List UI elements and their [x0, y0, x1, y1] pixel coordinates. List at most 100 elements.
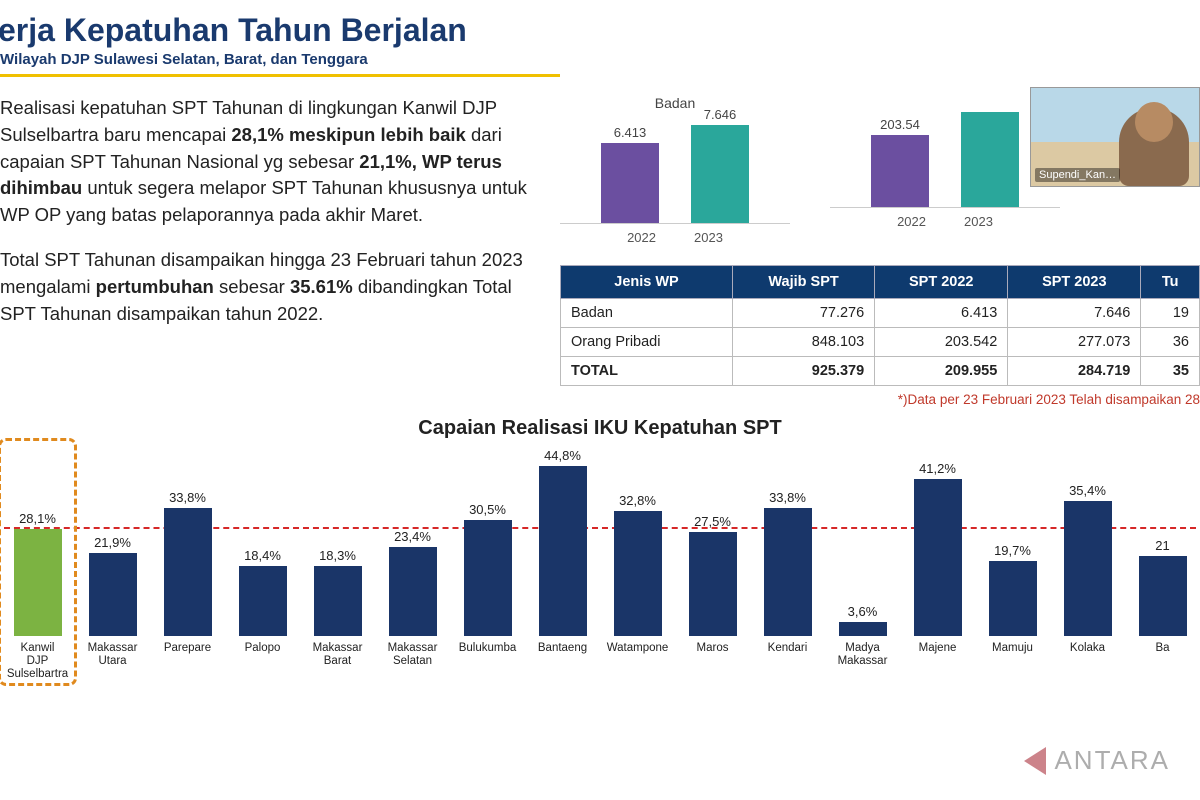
x-axis-label: Ba [1129, 642, 1196, 682]
bar-rect [689, 532, 737, 637]
x-axis-label: Kendari [754, 642, 821, 682]
bar-column: 32,8% [604, 493, 671, 636]
bar-value-label: 33,8% [169, 490, 206, 505]
bar-column: 21 [1129, 538, 1196, 636]
table-cell: 6.413 [875, 299, 1008, 328]
bar-rect [14, 529, 62, 636]
bar-rect [464, 520, 512, 636]
bar-rect [989, 561, 1037, 636]
bar-column: 35,4% [1054, 483, 1121, 636]
x-axis-label: Bantaeng [529, 642, 596, 682]
spt-table: Jenis WPWajib SPTSPT 2022SPT 2023Tu Bada… [560, 265, 1200, 386]
p2-mid: sebesar [214, 276, 290, 297]
table-header-cell: SPT 2022 [875, 266, 1008, 299]
slide-subtitle: Wilayah DJP Sulawesi Selatan, Barat, dan… [0, 51, 1200, 68]
table-cell: 36 [1141, 328, 1200, 357]
bar-rect [89, 553, 137, 636]
mini-x-label: 2022 [627, 230, 656, 245]
bar-column: 23,4% [379, 529, 446, 636]
x-axis-label: KanwilDJP Sulselbartra [4, 642, 71, 682]
mini-chart-op: 203.54 2022 2023 [830, 95, 1060, 245]
bar-column: 28,1% [4, 511, 71, 636]
x-axis-label: MadyaMakassar [829, 642, 896, 682]
x-axis-label: MakassarUtara [79, 642, 146, 682]
mini-bar-value: 203.54 [880, 117, 920, 132]
body-row: Realisasi kepatuhan SPT Tahunan di lingk… [0, 95, 1200, 407]
x-axis-label: MakassarSelatan [379, 642, 446, 682]
bar-rect [164, 508, 212, 636]
bar-column: 44,8% [529, 448, 596, 636]
table-cell: Orang Pribadi [561, 328, 733, 357]
x-axis-label: Bulukumba [454, 642, 521, 682]
table-cell: 7.646 [1008, 299, 1141, 328]
mini-bar-value: 6.413 [614, 125, 647, 140]
p1-bold1: 28,1% meskipun lebih baik [231, 124, 465, 145]
table-cell: 277.073 [1008, 328, 1141, 357]
mini-x-left: 20222023 [560, 223, 790, 245]
bar-value-label: 21,9% [94, 535, 131, 550]
bar-value-label: 18,4% [244, 548, 281, 563]
bar-value-label: 19,7% [994, 543, 1031, 558]
bar-value-label: 27,5% [694, 514, 731, 529]
mini-bars-right: 203.54 [830, 97, 1060, 207]
mini-bar-rect [871, 135, 929, 207]
bar-rect [1064, 501, 1112, 636]
bar-column: 27,5% [679, 514, 746, 637]
bar-value-label: 32,8% [619, 493, 656, 508]
table-header-cell: Jenis WP [561, 266, 733, 299]
mini-bar: 6.413 [595, 125, 665, 223]
x-axis-label: Kolaka [1054, 642, 1121, 682]
table-header-cell: Wajib SPT [732, 266, 874, 299]
bar-value-label: 28,1% [19, 511, 56, 526]
mini-x-label: 2023 [964, 214, 993, 229]
bar-rect [839, 622, 887, 636]
bar-value-label: 35,4% [1069, 483, 1106, 498]
table-row: Badan77.2766.4137.64619 [561, 299, 1200, 328]
bar-rect [239, 566, 287, 636]
bar-column: 18,3% [304, 548, 371, 636]
x-axis-label: Watampone [604, 642, 671, 682]
mini-bar: 7.646 [685, 107, 755, 223]
table-cell: 284.719 [1008, 357, 1141, 386]
bar-value-label: 44,8% [544, 448, 581, 463]
table-cell: 19 [1141, 299, 1200, 328]
paragraph-1: Realisasi kepatuhan SPT Tahunan di lingk… [0, 95, 540, 229]
bar-value-label: 21 [1155, 538, 1169, 553]
p2-bold2: 35.61% [290, 276, 353, 297]
bar-column: 18,4% [229, 548, 296, 636]
x-axis-label: Palopo [229, 642, 296, 682]
mini-bar: 203.54 [865, 117, 935, 207]
watermark-text: ANTARA [1054, 745, 1170, 776]
mini-charts-row: Badan 6.4137.646 20222023 203.54 2022202… [560, 95, 1200, 245]
bar-value-label: 18,3% [319, 548, 356, 563]
mini-bar-rect [691, 125, 749, 223]
mini-x-label: 2022 [897, 214, 926, 229]
x-axis-labels: KanwilDJP SulselbartraMakassarUtaraParep… [4, 642, 1196, 682]
bar-rect [389, 547, 437, 636]
person-head [1135, 102, 1173, 142]
table-cell: 848.103 [732, 328, 874, 357]
bar-column: 33,8% [754, 490, 821, 636]
bars-area: 28,1% 21,9% 33,8% 18,4% 18,3% 23,4% 30,5% 44,8%… [4, 446, 1196, 636]
table-cell: 77.276 [732, 299, 874, 328]
mini-x-right: 2022 2023 [830, 207, 1060, 229]
bar-value-label: 23,4% [394, 529, 431, 544]
bar-column: 3,6% [829, 604, 896, 636]
watermark-arrow-icon [1024, 747, 1046, 775]
video-participant-thumbnail[interactable]: Supendi_Kan… [1030, 87, 1200, 187]
slide-header: erja Kepatuhan Tahun Berjalan Wilayah DJ… [0, 0, 1200, 81]
table-total-row: TOTAL925.379209.955284.71935 [561, 357, 1200, 386]
paragraph-2: Total SPT Tahunan disampaikan hingga 23 … [0, 247, 540, 327]
participant-name: Supendi_Kan… [1035, 168, 1120, 182]
x-axis-label: Parepare [154, 642, 221, 682]
x-axis-label: MakassarBarat [304, 642, 371, 682]
table-cell: Badan [561, 299, 733, 328]
mini-chart-badan: Badan 6.4137.646 20222023 [560, 95, 790, 245]
bar-column: 33,8% [154, 490, 221, 636]
bar-rect [764, 508, 812, 636]
p2-bold1: pertumbuhan [96, 276, 214, 297]
x-axis-label: Maros [679, 642, 746, 682]
bar-column: 30,5% [454, 502, 521, 636]
bar-rect [314, 566, 362, 636]
slide-title: erja Kepatuhan Tahun Berjalan [0, 12, 1200, 49]
